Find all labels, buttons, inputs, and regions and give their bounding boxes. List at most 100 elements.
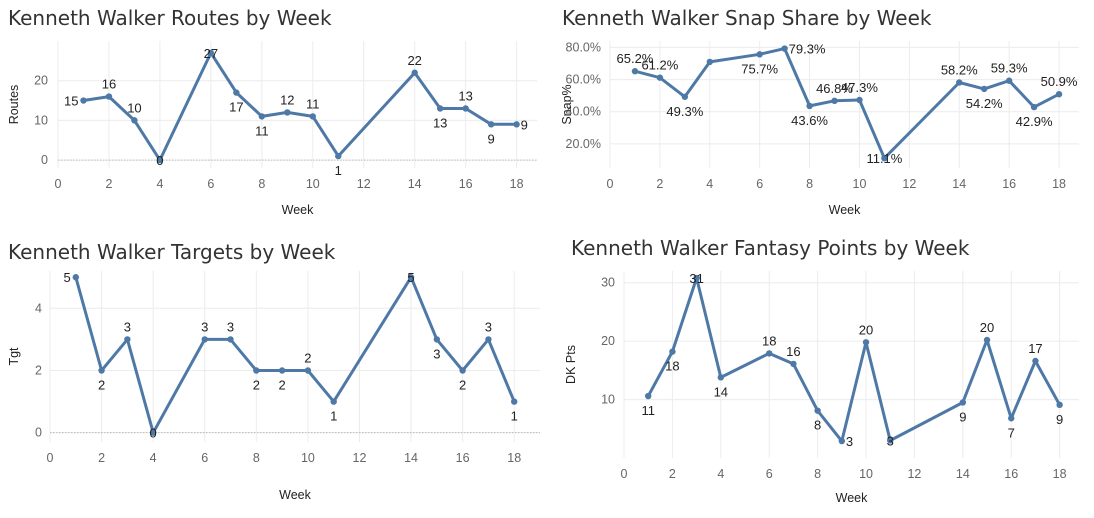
series-line	[74, 275, 516, 435]
data-label: 13	[458, 88, 472, 103]
data-point	[304, 367, 312, 374]
series-line	[646, 276, 1061, 443]
data-point	[124, 336, 131, 343]
data-label: 1	[330, 409, 337, 424]
x-tick-label: 6	[766, 467, 773, 481]
snap-share-chart-title: Kenneth Walker Snap Share by Week	[562, 6, 932, 30]
data-point	[80, 97, 87, 104]
data-label: 17	[229, 100, 243, 115]
data-label: 11	[306, 96, 320, 111]
x-tick-label: 18	[1053, 467, 1067, 481]
data-point	[631, 68, 639, 75]
data-label: 20	[980, 320, 994, 335]
data-label: 42.9%	[1016, 114, 1053, 129]
data-label: 9	[488, 131, 495, 146]
x-tick-label: 0	[55, 177, 62, 191]
data-point	[207, 49, 215, 57]
x-tick-label: 16	[459, 177, 473, 191]
data-point	[1056, 401, 1063, 409]
data-point	[459, 367, 466, 374]
data-label: 46.8%	[816, 81, 853, 96]
data-label: 9	[1056, 412, 1063, 427]
data-point	[436, 105, 444, 112]
data-point	[227, 336, 234, 343]
data-label: 47.3%	[841, 80, 878, 95]
x-tick-label: 0	[607, 177, 614, 191]
data-point	[330, 398, 337, 405]
snap-share-chart-plot: 0 2 4 6 8 10 12 14 16 18 20.0% 40.0% 60.0% 80.0% Week S…	[560, 40, 1079, 217]
data-point	[887, 437, 894, 444]
data-point	[156, 156, 164, 164]
data-label: 50.9%	[1041, 74, 1078, 89]
data-label: 3	[887, 433, 894, 448]
data-point	[258, 113, 266, 120]
data-point	[105, 93, 113, 100]
data-point	[253, 367, 260, 374]
data-point	[669, 348, 676, 355]
x-tick-label: 6	[201, 451, 208, 465]
x-tick-label: 18	[1052, 177, 1066, 191]
data-point	[831, 97, 838, 105]
data-point	[278, 367, 286, 374]
x-tick-label: 6	[207, 177, 214, 191]
data-point	[98, 367, 105, 374]
x-tick-label: 8	[814, 467, 821, 481]
x-tick-label: 4	[706, 177, 713, 191]
data-label: 18	[762, 333, 776, 348]
data-label: 65.2%	[617, 51, 654, 66]
x-tick-label: 8	[806, 177, 813, 191]
data-label: 3	[433, 346, 440, 361]
x-axis-title: Week	[836, 491, 868, 505]
data-label: 1	[335, 163, 342, 178]
data-point	[838, 437, 846, 445]
data-point	[881, 154, 888, 162]
data-label: 43.6%	[791, 113, 828, 128]
data-label: 16	[786, 344, 800, 359]
x-tick-label: 10	[853, 177, 867, 191]
data-point	[656, 74, 664, 81]
data-label: 31	[689, 271, 703, 286]
data-label: 61.2%	[641, 58, 678, 73]
y-tick-label: 20	[34, 74, 48, 88]
data-label: 3	[201, 319, 208, 334]
data-point	[1055, 91, 1063, 98]
y-axis-title: Routes	[7, 85, 21, 125]
y-tick-label: 20	[601, 334, 615, 348]
y-tick-label: 0	[35, 426, 42, 440]
data-point	[1005, 77, 1013, 84]
x-tick-label: 12	[907, 467, 921, 481]
data-point	[1008, 415, 1015, 422]
x-tick-label: 10	[859, 467, 873, 481]
y-tick-label: 80.0%	[566, 40, 601, 54]
data-point	[781, 45, 788, 52]
data-point	[706, 58, 713, 66]
data-point	[981, 85, 988, 93]
data-point	[233, 89, 240, 96]
data-label: 3	[227, 319, 234, 334]
x-tick-label: 4	[156, 177, 163, 191]
x-tick-label: 16	[1002, 177, 1016, 191]
data-point	[149, 429, 157, 436]
data-label: 15	[64, 94, 78, 109]
x-tick-label: 14	[956, 467, 970, 481]
routes-chart-plot: 0 2 4 6 8 10 12 14 16 18 0 10 20 Week Routes 15 16 10 0 27 1…	[7, 41, 537, 217]
x-tick-label: 4	[150, 451, 157, 465]
data-point	[485, 336, 492, 343]
data-label: 2	[278, 377, 285, 392]
data-point	[433, 336, 441, 343]
data-point	[511, 398, 518, 405]
data-label: 14	[714, 384, 728, 399]
y-tick-label: 30	[601, 276, 615, 290]
data-label: 7	[1008, 425, 1015, 440]
y-tick-label: 0	[41, 153, 48, 167]
x-tick-label: 12	[357, 177, 371, 191]
data-point	[1030, 103, 1038, 111]
x-axis-title: Week	[279, 488, 311, 502]
data-label: 2	[459, 377, 466, 392]
x-tick-label: 0	[621, 467, 628, 481]
data-point	[717, 374, 725, 381]
data-label: 22	[407, 53, 421, 68]
targets-chart-plot: 0 2 4 6 8 10 12 14 16 18 0 2 4 Week Tgt 5 2 3 0 3 3 2 2 2 1 5 3 2 3 1	[7, 270, 540, 502]
x-tick-label: 4	[717, 467, 724, 481]
x-tick-label: 16	[456, 451, 470, 465]
